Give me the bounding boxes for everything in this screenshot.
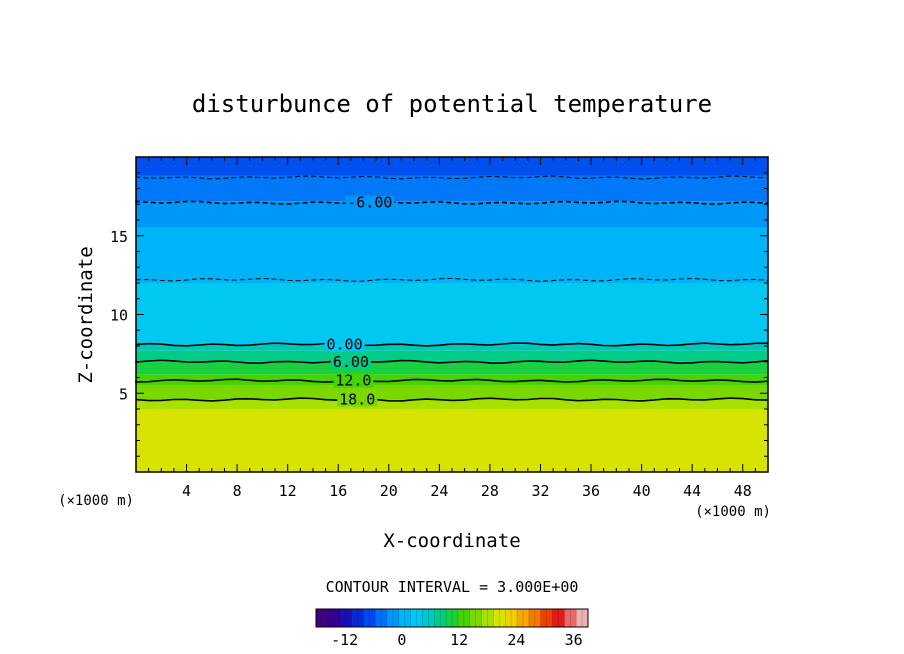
x-tick-label: 36 <box>582 482 600 500</box>
colorbar-swatch <box>339 609 352 627</box>
heat-band-8 <box>136 227 768 283</box>
colorbar-swatch <box>316 609 329 627</box>
x-tick-label: 44 <box>683 482 701 500</box>
x-tick-label: 8 <box>233 482 242 500</box>
contour-label-1: 12.0 <box>335 372 371 390</box>
colorbar-swatch <box>446 609 459 627</box>
x-tick-label: 16 <box>329 482 347 500</box>
heat-band-3 <box>136 374 768 386</box>
contour-line-1 <box>135 378 769 383</box>
heat-band-1 <box>136 399 768 409</box>
contour-lines: 18.012.06.000.00 -6.00 <box>135 175 769 409</box>
contour-label-bg-0 <box>337 392 378 407</box>
contour-label-bg-5 <box>345 195 395 210</box>
colorbar-tick-label: 36 <box>565 631 583 649</box>
colorbar-tick-label: 0 <box>397 631 406 649</box>
colorbar-swatch <box>517 609 530 627</box>
contour-label-bg-2 <box>330 354 371 369</box>
colorbar-swatch <box>469 609 483 627</box>
heat-band-2 <box>136 385 768 400</box>
colorbar-tick-labels: -12 0 12 24 36 <box>331 631 583 649</box>
heat-band-5 <box>136 350 768 362</box>
colorbar-swatch <box>363 609 376 627</box>
x-unit-right: (×1000 m) <box>695 504 771 520</box>
colorbar-swatch <box>528 609 542 627</box>
y-tick-label: 5 <box>119 385 128 403</box>
colorbar-swatch <box>576 609 589 627</box>
contour-line-3 <box>135 342 768 347</box>
y-tick-label: 15 <box>110 228 128 246</box>
x-tick-label: 40 <box>633 482 651 500</box>
contour-line-5 <box>135 200 769 205</box>
x-tick-label: 32 <box>531 482 549 500</box>
heat-band-7 <box>136 283 768 345</box>
heat-band-9 <box>136 201 768 228</box>
x-tick-label: 24 <box>430 482 448 500</box>
heat-band-4 <box>136 361 768 375</box>
colorbar-tick-label: 24 <box>507 631 525 649</box>
colorbar-swatch <box>375 609 388 627</box>
colorbar-swatch <box>505 609 518 627</box>
heat-band-11 <box>136 157 768 176</box>
y-axis-label: Z-coordinate <box>75 246 97 383</box>
colorbar-swatch <box>422 609 435 627</box>
y-tick-label: 10 <box>110 307 128 325</box>
colorbar-tick-label: 12 <box>450 631 468 649</box>
colorbar-swatch <box>552 609 565 627</box>
chart-title: disturbunce of potential temperature <box>192 90 712 118</box>
x-tick-label: 12 <box>279 482 297 500</box>
colorbar-swatch <box>327 609 341 627</box>
x-axis-ticks: 4 8 12 16 20 24 28 32 36 40 44 48 <box>148 157 756 500</box>
x-tick-label: 4 <box>182 482 191 500</box>
contour-interval: CONTOUR INTERVAL = 3.000E+00 <box>326 578 579 596</box>
colorbar-swatch <box>564 609 577 627</box>
colorbar-swatch <box>434 609 447 627</box>
contour-line-0 <box>135 397 769 402</box>
colorbar <box>315 608 589 628</box>
colorbar-swatch <box>540 609 554 627</box>
colorbar-swatch <box>493 609 506 627</box>
colorbar-swatch <box>481 609 494 627</box>
heat-band-10 <box>136 175 768 202</box>
contour-label-bg-3 <box>324 337 365 352</box>
heat-band-0 <box>136 409 768 472</box>
x-axis-label: X-coordinate <box>383 530 520 552</box>
colorbar-tick-label: -12 <box>331 631 358 649</box>
x-tick-label: 48 <box>734 482 752 500</box>
plot-area <box>136 157 768 472</box>
contour-line-2 <box>135 359 769 365</box>
contour-label-2: 6.00 <box>333 353 369 371</box>
colorbar-swatch <box>410 609 423 627</box>
colorbar-swatch <box>386 609 400 627</box>
colorbar-swatch <box>351 609 364 627</box>
contour-label-bg-1 <box>333 373 374 388</box>
x-unit-left: (×1000 m) <box>58 493 134 509</box>
contour-label-3: 0.00 <box>326 335 362 353</box>
heat-band-6 <box>136 344 768 351</box>
contour-label-0: 18.0 <box>339 391 375 409</box>
colorbar-swatch <box>457 609 471 627</box>
colorbar-swatch <box>398 609 412 627</box>
x-tick-label: 28 <box>481 482 499 500</box>
y-axis-ticks: 5 10 15 <box>110 172 768 457</box>
colorbar-border <box>315 608 589 628</box>
x-tick-label: 20 <box>380 482 398 500</box>
contour-label-5: -6.00 <box>347 194 392 212</box>
